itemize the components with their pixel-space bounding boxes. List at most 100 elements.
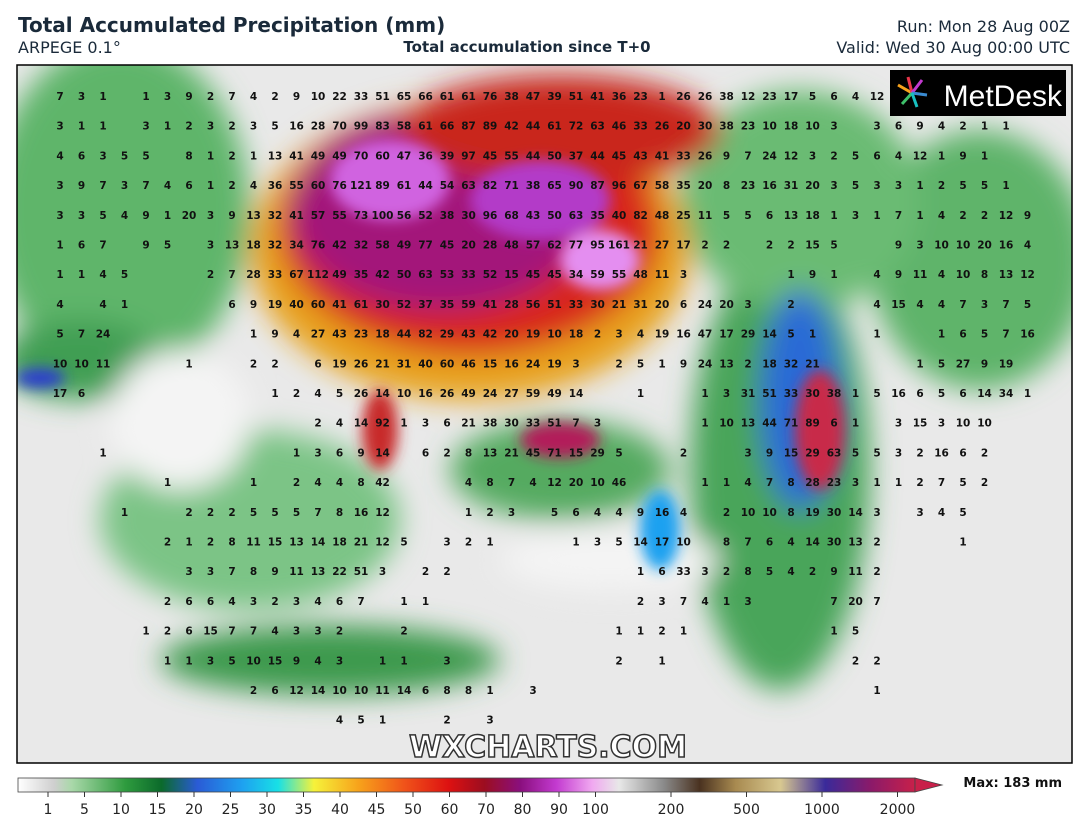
station-value: 9 xyxy=(981,358,988,370)
station-value: 30 xyxy=(590,299,605,311)
station-value: 27 xyxy=(311,329,326,341)
station-value: 51 xyxy=(569,91,584,103)
station-value: 8 xyxy=(981,269,988,281)
station-value: 52 xyxy=(418,210,433,222)
station-value: 30 xyxy=(827,537,842,549)
station-value: 87 xyxy=(461,121,476,133)
station-value: 5 xyxy=(981,180,988,192)
station-value: 10 xyxy=(547,329,562,341)
station-value: 15 xyxy=(203,626,218,638)
station-value: 1 xyxy=(916,358,923,370)
station-value: 41 xyxy=(332,299,347,311)
station-value: 28 xyxy=(246,269,261,281)
station-value: 2 xyxy=(164,596,171,608)
station-value: 42 xyxy=(332,240,347,252)
colorbar-tick-label: 2000 xyxy=(880,802,916,818)
station-value: 3 xyxy=(938,418,945,430)
station-value: 7 xyxy=(99,240,106,252)
station-value: 14 xyxy=(848,507,863,519)
station-value: 7 xyxy=(959,299,966,311)
station-value: 39 xyxy=(440,150,455,162)
station-value: 45 xyxy=(526,447,541,459)
station-value: 61 xyxy=(397,180,412,192)
station-value: 23 xyxy=(633,91,648,103)
station-value: 31 xyxy=(633,299,648,311)
station-value: 12 xyxy=(741,91,756,103)
station-value: 10 xyxy=(741,507,756,519)
station-value: 17 xyxy=(676,240,691,252)
station-value: 3 xyxy=(379,566,386,578)
station-value: 51 xyxy=(762,388,777,400)
station-value: 63 xyxy=(827,447,842,459)
station-value: 26 xyxy=(354,388,369,400)
station-value: 29 xyxy=(741,329,756,341)
station-value: 72 xyxy=(569,121,584,133)
station-value: 3 xyxy=(121,180,128,192)
station-value: 18 xyxy=(805,210,820,222)
station-value: 3 xyxy=(56,180,63,192)
station-value: 33 xyxy=(569,299,584,311)
station-value: 3 xyxy=(830,180,837,192)
station-value: 61 xyxy=(440,91,455,103)
station-value: 31 xyxy=(397,358,412,370)
station-value: 8 xyxy=(465,447,472,459)
station-value: 4 xyxy=(336,715,343,727)
station-value: 20 xyxy=(719,299,734,311)
station-value: 9 xyxy=(271,329,278,341)
station-value: 4 xyxy=(615,507,622,519)
station-value: 1 xyxy=(121,507,128,519)
station-value: 70 xyxy=(332,121,347,133)
station-value: 2 xyxy=(959,210,966,222)
station-value: 4 xyxy=(895,150,902,162)
colorbar-tick-label: 1 xyxy=(44,802,53,818)
station-value: 10 xyxy=(354,685,369,697)
station-value: 1 xyxy=(572,537,579,549)
station-value: 2 xyxy=(314,418,321,430)
station-value: 2 xyxy=(938,180,945,192)
station-value: 46 xyxy=(612,477,627,489)
station-value: 4 xyxy=(56,299,63,311)
station-value: 8 xyxy=(250,566,257,578)
station-value: 10 xyxy=(934,240,949,252)
station-value: 9 xyxy=(78,180,85,192)
station-value: 63 xyxy=(590,121,605,133)
station-value: 3 xyxy=(336,655,343,667)
station-value: 4 xyxy=(314,388,321,400)
station-value: 4 xyxy=(938,507,945,519)
station-value: 1 xyxy=(400,596,407,608)
station-value: 4 xyxy=(314,596,321,608)
station-value: 2 xyxy=(830,150,837,162)
title: Total Accumulated Precipitation (mm) xyxy=(18,13,445,37)
station-value: 1 xyxy=(959,537,966,549)
station-value: 2 xyxy=(787,240,794,252)
station-value: 6 xyxy=(830,418,837,430)
station-value: 39 xyxy=(547,91,562,103)
station-value: 44 xyxy=(418,180,433,192)
station-value: 3 xyxy=(916,507,923,519)
station-values: 7 3 1 1 3 9 2 7 4 2 9 10 22 33 51 65 66 61 61 76 38 47 39 51 41 3… xyxy=(53,91,1035,727)
station-value: 3 xyxy=(594,418,601,430)
station-value: 3 xyxy=(701,566,708,578)
station-value: 11 xyxy=(246,537,261,549)
station-value: 7 xyxy=(1002,299,1009,311)
station-value: 9 xyxy=(916,121,923,133)
station-value: 8 xyxy=(336,507,343,519)
station-value: 36 xyxy=(268,180,283,192)
station-value: 5 xyxy=(852,447,859,459)
station-value: 82 xyxy=(633,210,648,222)
station-value: 38 xyxy=(504,91,519,103)
station-value: 1 xyxy=(701,388,708,400)
station-value: 10 xyxy=(805,121,820,133)
station-value: 10 xyxy=(311,91,326,103)
station-value: 2 xyxy=(486,507,493,519)
station-value: 11 xyxy=(698,210,713,222)
station-value: 58 xyxy=(375,240,390,252)
station-value: 4 xyxy=(938,210,945,222)
station-value: 1 xyxy=(852,388,859,400)
station-value: 4 xyxy=(938,269,945,281)
station-value: 21 xyxy=(633,240,648,252)
station-value: 20 xyxy=(805,180,820,192)
station-value: 3 xyxy=(594,537,601,549)
station-value: 35 xyxy=(590,210,605,222)
station-value: 73 xyxy=(354,210,369,222)
